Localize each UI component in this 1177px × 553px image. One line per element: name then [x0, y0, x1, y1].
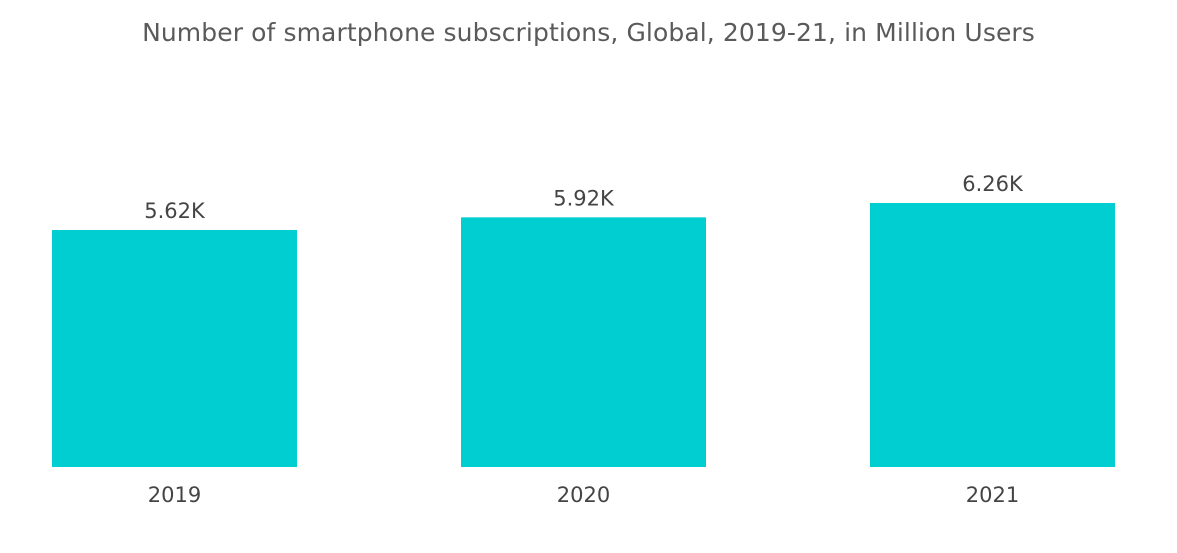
value-label-2020: 5.92K [553, 186, 615, 210]
bars-layer [52, 203, 1115, 467]
x-axis-tick-labels: 2019 2020 2021 [148, 483, 1019, 507]
x-tick-label-2021: 2021 [966, 483, 1019, 507]
bar-2020 [461, 217, 706, 467]
bar-2021 [870, 203, 1115, 467]
x-tick-label-2019: 2019 [148, 483, 201, 507]
chart-title: Number of smartphone subscriptions, Glob… [142, 18, 1035, 47]
value-label-2021: 6.26K [962, 172, 1024, 196]
x-tick-label-2020: 2020 [557, 483, 610, 507]
value-label-2019: 5.62K [144, 199, 206, 223]
bar-2019 [52, 230, 297, 467]
value-labels-layer: 5.62K 5.92K 6.26K [144, 172, 1024, 223]
